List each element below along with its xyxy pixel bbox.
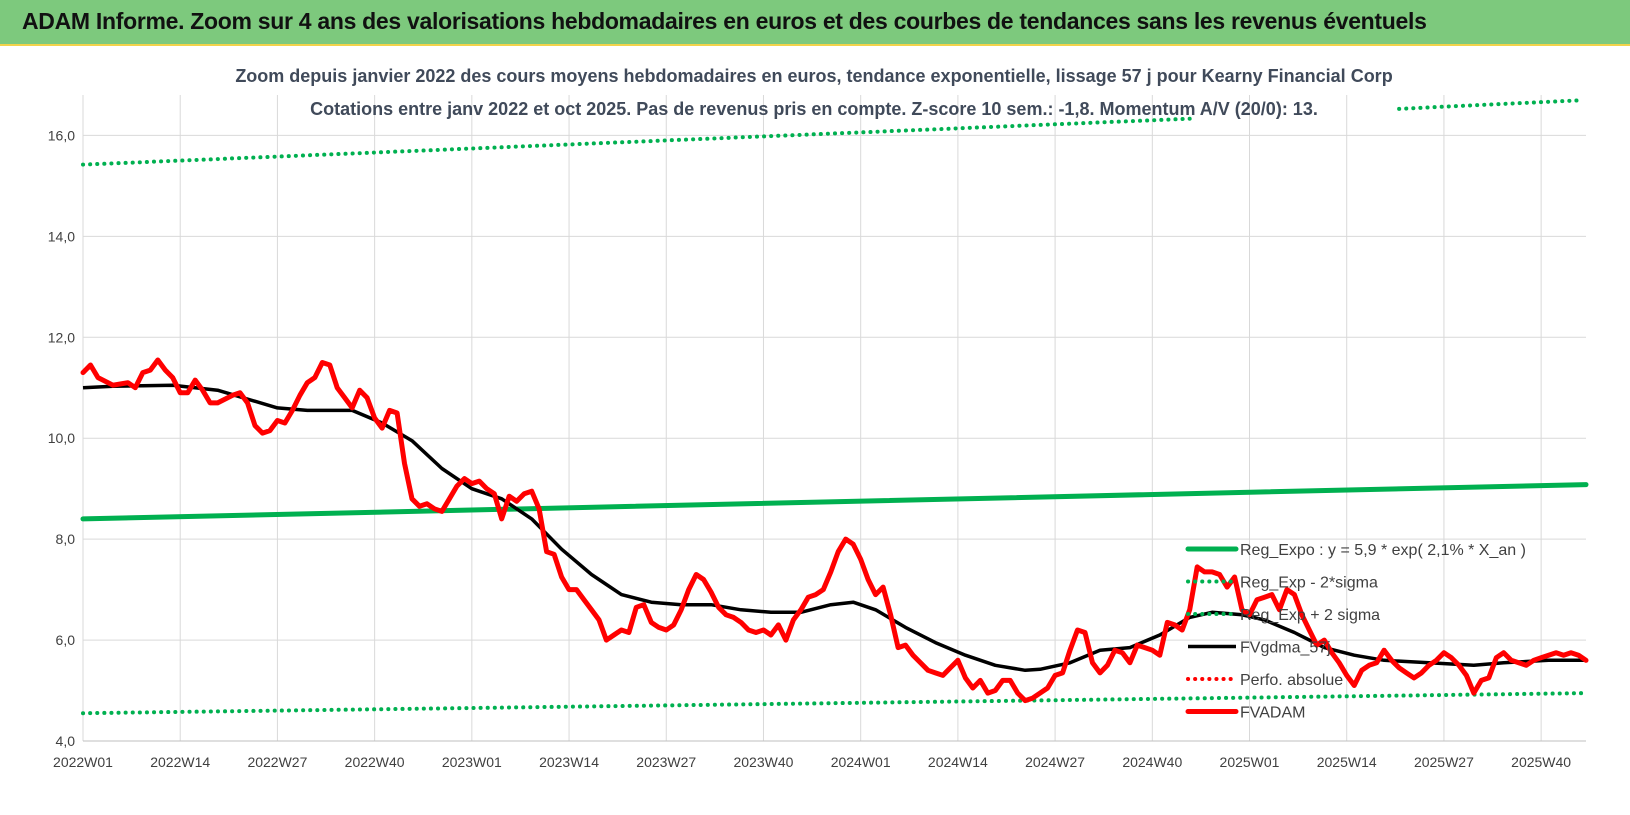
series-line-reg-expo	[80, 482, 1589, 522]
x-tick-label: 2024W01	[831, 754, 891, 770]
series-line-fvgdma-57j	[82, 383, 1586, 673]
x-axis-ticks: 2022W01 2022W14 2022W27 2022W40 2023W01 2023W…	[53, 754, 1571, 770]
header-bar: ADAM Informe. Zoom sur 4 ans des valoris…	[0, 0, 1630, 46]
horizontal-gridlines	[83, 134, 1586, 742]
y-tick-label: 6,0	[56, 632, 76, 648]
y-axis-ticks: 4,0 6,0 8,0 10,0 12,0 14,0 16,0	[48, 127, 75, 749]
legend-label-1: Reg_Exp - 2*sigma	[1240, 575, 1378, 592]
legend-label-5: FVADAM	[1240, 705, 1305, 722]
chart-background	[0, 46, 1630, 815]
series-line-reg-exp-minus-2sigma	[81, 691, 1588, 716]
series-line-reg-exp-plus-2sigma	[1397, 98, 1581, 111]
series-line-reg-exp-plus-2sigma	[81, 116, 1192, 167]
x-tick-label: 2022W01	[53, 754, 113, 770]
legend-label-4: Perfo. absolue	[1240, 672, 1343, 689]
y-tick-label: 10,0	[48, 430, 75, 446]
x-tick-label: 2024W27	[1025, 754, 1085, 770]
x-tick-label: 2023W14	[539, 754, 599, 770]
x-tick-label: 2024W14	[928, 754, 988, 770]
y-tick-label: 14,0	[48, 228, 75, 244]
chart-subtitle: Cotations entre janv 2022 et oct 2025. P…	[310, 99, 1318, 119]
y-tick-label: 8,0	[56, 531, 76, 547]
x-tick-label: 2023W01	[442, 754, 502, 770]
series-layer	[80, 98, 1589, 716]
series-line-fvadam	[80, 357, 1589, 704]
x-tick-label: 2022W14	[150, 754, 210, 770]
y-tick-label: 4,0	[56, 733, 76, 749]
x-tick-label: 2024W40	[1122, 754, 1182, 770]
x-tick-label: 2022W40	[345, 754, 405, 770]
legend: Reg_Expo : y = 5,9 * exp( 2,1% * X_an ) R…	[1185, 542, 1526, 722]
y-tick-label: 16,0	[48, 127, 75, 143]
x-tick-label: 2023W27	[636, 754, 696, 770]
x-tick-label: 2022W27	[247, 754, 307, 770]
legend-label-0: Reg_Expo : y = 5,9 * exp( 2,1% * X_an )	[1240, 542, 1526, 559]
x-tick-label: 2025W27	[1414, 754, 1474, 770]
x-tick-label: 2023W40	[733, 754, 793, 770]
x-tick-label: 2025W40	[1511, 754, 1571, 770]
header-title: ADAM Informe. Zoom sur 4 ans des valoris…	[22, 8, 1427, 34]
vertical-gridlines	[82, 95, 1542, 741]
chart-title: Zoom depuis janvier 2022 des cours moyen…	[235, 66, 1392, 86]
line-chart: 4,0 6,0 8,0 10,0 12,0 14,0 16,0 2022W01 2022W14…	[0, 46, 1630, 815]
legend-label-3: FVgdma_57j	[1240, 640, 1331, 657]
legend-label-2: Reg_Exp + 2 sigma	[1240, 607, 1380, 624]
x-tick-label: 2025W14	[1317, 754, 1377, 770]
y-tick-label: 12,0	[48, 329, 75, 345]
x-tick-label: 2025W01	[1220, 754, 1280, 770]
